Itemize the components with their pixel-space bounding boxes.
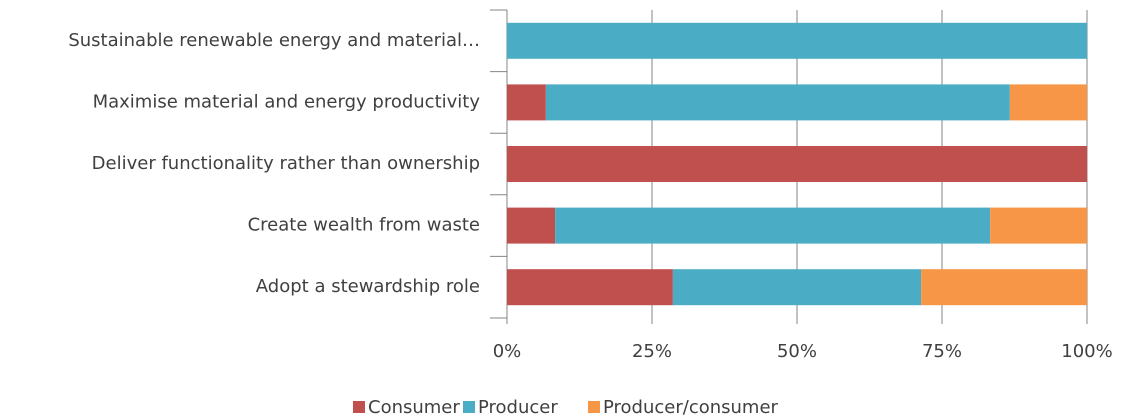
y-tick-label: Sustainable renewable energy and materia… <box>68 30 480 51</box>
bar-segment <box>507 269 673 306</box>
legend-label: Producer <box>478 397 558 418</box>
legend-label: Consumer <box>368 397 460 418</box>
bar-segment <box>1009 84 1087 121</box>
bar-segment <box>545 84 1010 121</box>
x-tick-label: 25% <box>632 341 672 362</box>
y-tick-label: Adopt a stewardship role <box>256 276 480 297</box>
bar-segment <box>921 269 1087 306</box>
y-tick-label: Create wealth from waste <box>248 215 480 236</box>
bar-segment <box>990 207 1087 244</box>
x-tick-label: 0% <box>493 341 522 362</box>
y-tick-label: Maximise material and energy productivit… <box>93 91 481 112</box>
bar-segment <box>507 146 1087 182</box>
bar-segment <box>555 207 991 244</box>
bar-segment <box>507 22 1087 59</box>
legend-swatch <box>588 401 600 413</box>
bar-segment <box>507 84 546 121</box>
bar-segment <box>507 207 556 244</box>
x-tick-label: 50% <box>777 341 817 362</box>
legend-label: Producer/consumer <box>603 397 779 418</box>
y-tick-label: Deliver functionality rather than owners… <box>92 153 480 174</box>
x-tick-label: 100% <box>1061 341 1112 362</box>
bar-segment <box>672 269 922 306</box>
legend-swatch <box>353 401 365 413</box>
x-tick-label: 75% <box>922 341 962 362</box>
legend-swatch <box>463 401 475 413</box>
